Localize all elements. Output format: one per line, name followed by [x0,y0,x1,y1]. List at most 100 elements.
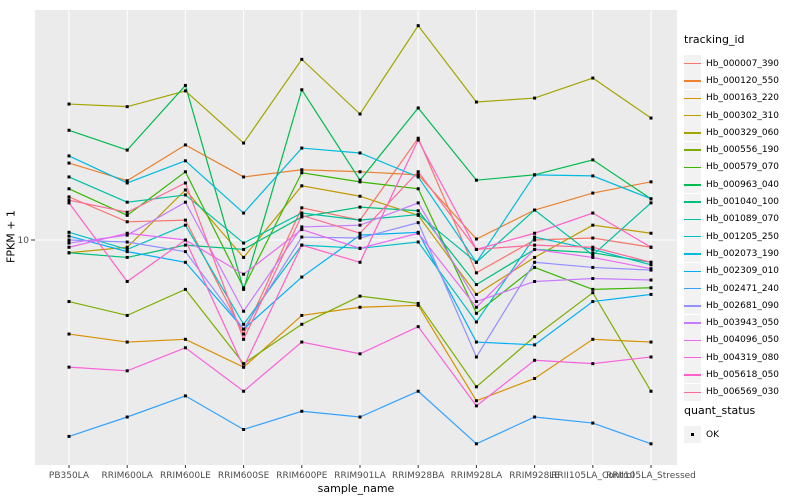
data-point [533,96,537,100]
data-point [591,287,595,291]
legend-color-line-icon [684,149,701,151]
legend-key [684,89,701,107]
data-point [300,213,304,217]
data-point [300,215,304,219]
data-point [125,245,129,249]
data-point [125,250,129,254]
data-point [242,389,246,393]
data-point [125,255,129,259]
data-point [591,255,595,259]
data-point [300,146,304,150]
data-point [533,247,537,251]
data-point [591,300,595,304]
data-point [591,421,595,425]
x-tick-label: RRII105LA_Control [551,471,634,481]
legend-item: OK [684,426,755,444]
data-point [242,287,246,291]
data-point [125,210,129,214]
data-point [416,240,420,244]
data-point [533,235,537,239]
legend-item-label: Hb_000556_190 [706,145,780,156]
data-point [125,105,129,109]
data-point [242,286,246,290]
legend-color-line-icon [684,201,701,203]
data-point [533,280,537,284]
data-point [474,283,478,287]
data-point [416,106,420,110]
legend-key [684,297,701,315]
data-point [125,280,129,284]
legend-key [684,228,701,246]
x-tick-label: RRIM600LA [101,471,153,481]
x-tick-label: RRIM901LA [334,471,386,481]
data-point [649,355,653,359]
data-point [533,231,537,235]
data-point [125,415,129,419]
data-point [183,83,187,87]
data-point [416,301,420,305]
legend-item: Hb_002073_190 [684,245,780,263]
data-point [416,136,420,140]
data-point [300,184,304,188]
legend-item: Hb_000579_070 [684,158,779,176]
data-point [67,201,71,205]
data-point [358,180,362,184]
data-point [416,325,420,329]
data-point [649,263,653,267]
data-point [125,369,129,373]
legend-item: Hb_000963_040 [684,176,779,194]
data-point [533,238,537,242]
data-point [183,337,187,341]
legend-item: Hb_002471_240 [684,280,779,297]
data-point [591,277,595,281]
data-point [591,247,595,251]
legend-item-label: Hb_001040_100 [706,197,780,208]
legend-item: Hb_000556_190 [684,141,780,159]
data-point [300,322,304,326]
data-point [533,208,537,212]
x-tick-label: RRIM928BA [392,471,445,481]
data-point [474,305,478,309]
legend-title-quant-status: quant_status [684,404,756,417]
legend-color-line-icon [684,270,701,272]
legend-key [684,141,701,159]
data-point [649,286,653,290]
data-point [183,193,187,197]
data-point [242,247,246,251]
legend-color-line-icon [684,322,701,324]
data-point [649,260,653,264]
data-point [67,251,71,255]
data-point [300,409,304,413]
data-point [591,362,595,366]
legend-key [684,72,701,90]
x-tick-label: RRIM928LA [451,471,503,481]
legend-item: Hb_002681_090 [684,297,779,315]
x-tick-label: RRIM928LE [509,471,560,481]
data-point [242,327,246,331]
data-point [474,404,478,408]
data-point [474,355,478,359]
data-point [125,313,129,317]
data-point [300,171,304,175]
data-point [67,434,71,438]
legend-item-label: Hb_002471_240 [706,283,780,294]
data-point [474,300,478,304]
legend-key [684,176,701,194]
legend-item-label: Hb_002073_190 [706,248,780,259]
data-point [474,320,478,324]
data-point [649,278,653,282]
data-point [358,178,362,182]
legend-key [684,158,701,176]
data-point [183,159,187,163]
data-point [300,168,304,172]
data-point [591,291,595,295]
legend-item: Hb_004096_050 [684,331,779,349]
data-point [300,275,304,279]
x-axis-title: sample_name [317,482,395,495]
legend-key [684,383,701,401]
x-tick-label: RRIM600PE [276,471,328,481]
data-point [67,154,71,158]
legend-color-line-icon [684,97,701,100]
legend-key [684,314,701,332]
